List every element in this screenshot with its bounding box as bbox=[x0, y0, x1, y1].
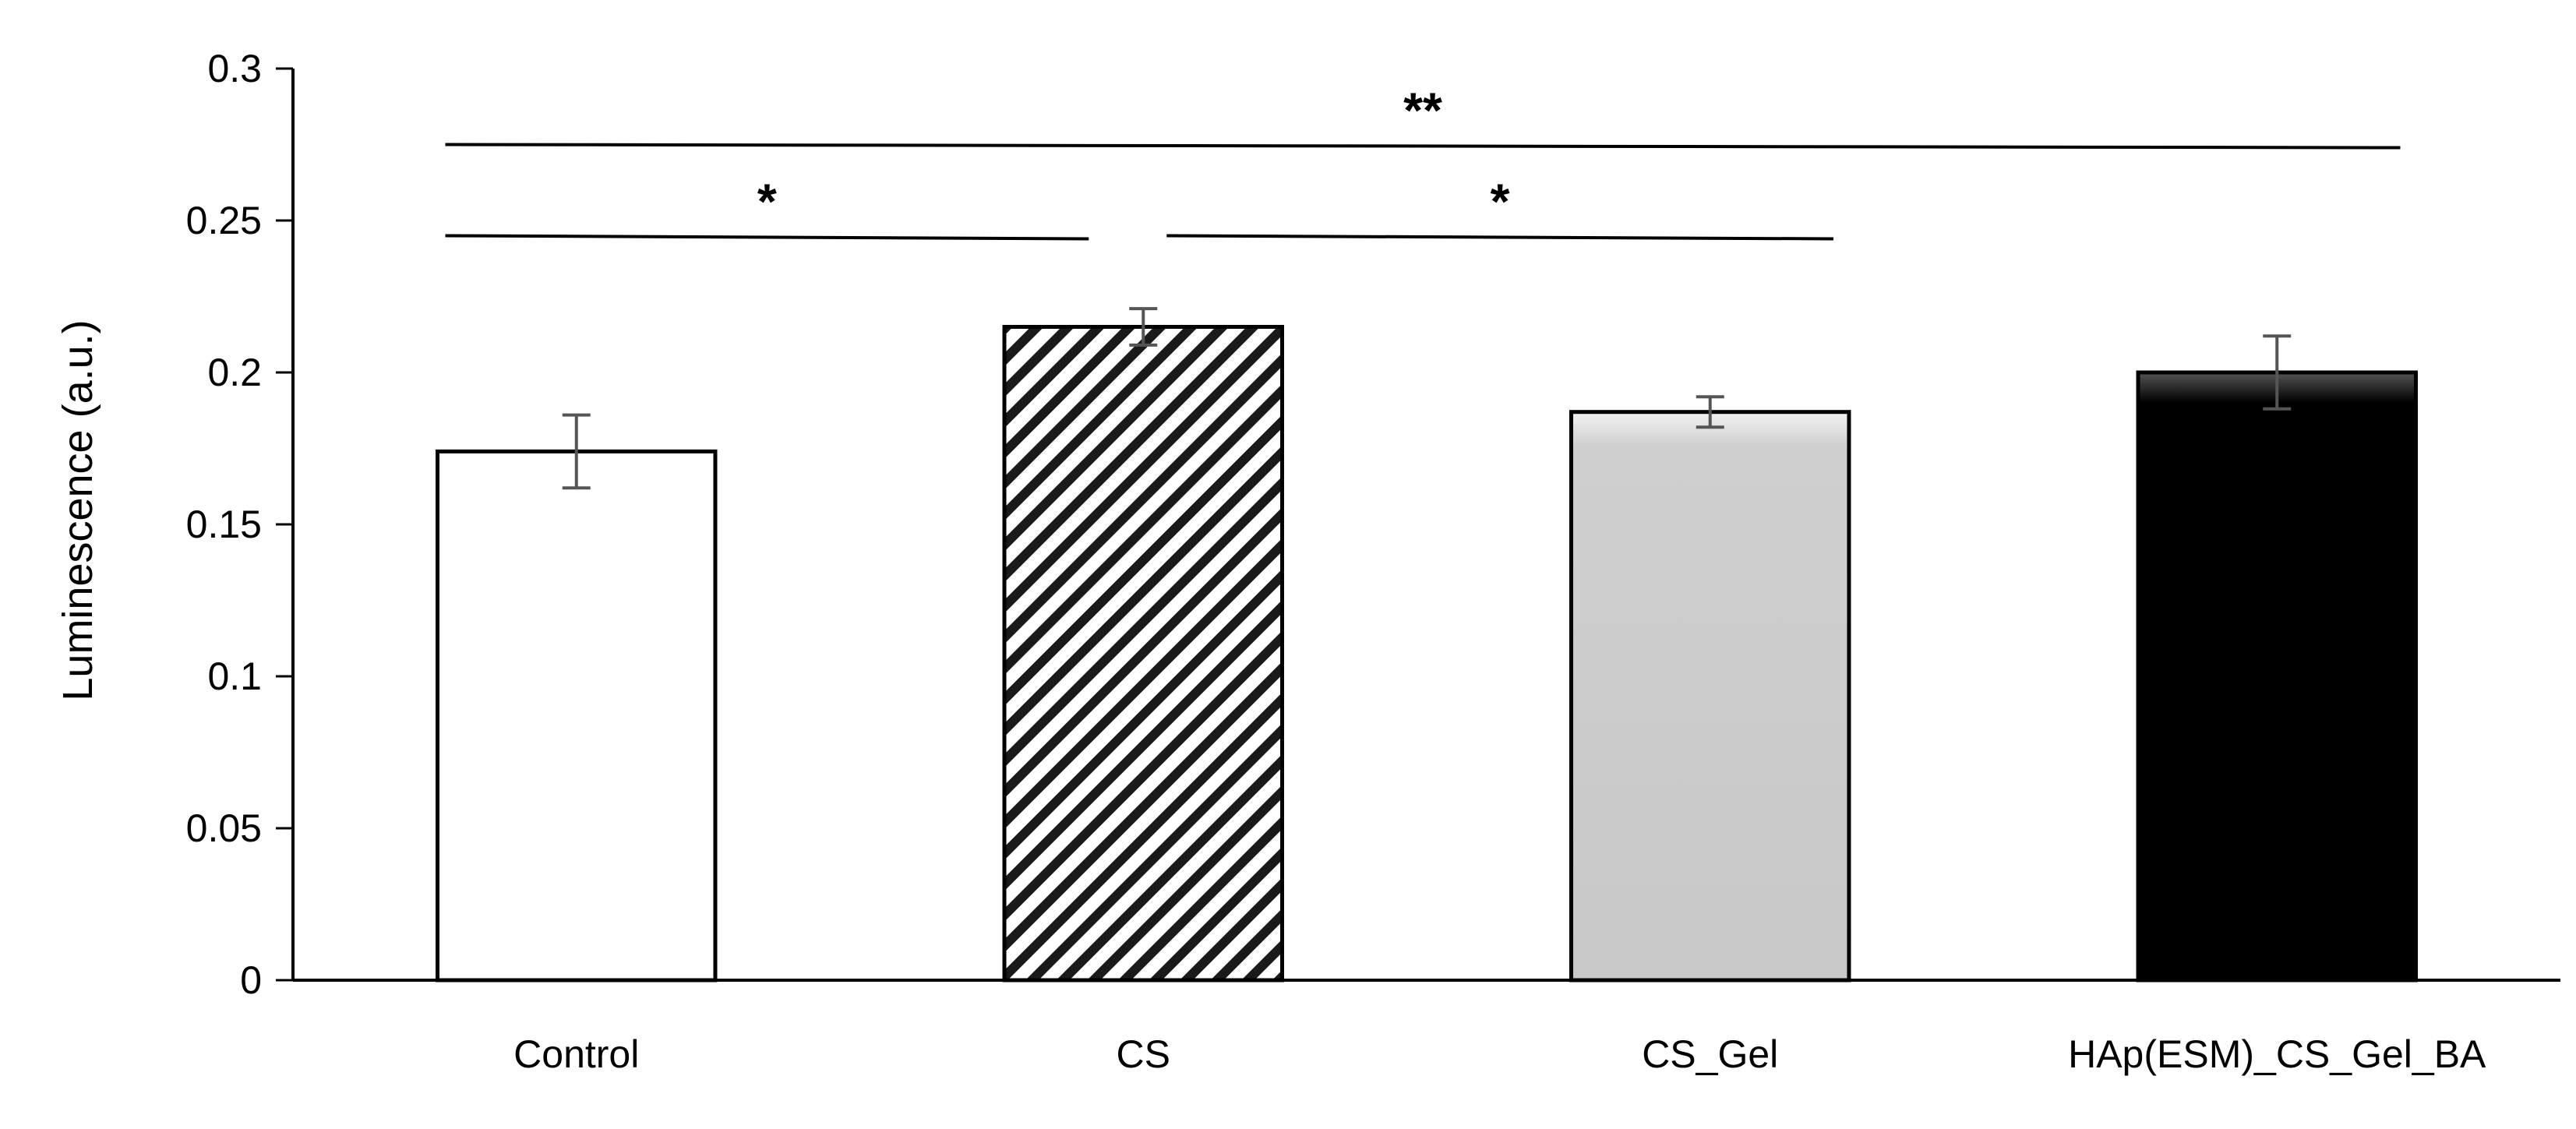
y-tick-label: 0.1 bbox=[207, 654, 262, 698]
significance-line bbox=[445, 234, 1089, 241]
x-tick-label: HAp(ESM)_CS_Gel_BA bbox=[2068, 1032, 2486, 1076]
x-tick-label: CS_Gel bbox=[1642, 1032, 1778, 1076]
error-bars bbox=[562, 307, 2292, 490]
y-axis-ticks: 0 0.05 0.1 0.15 0.2 0.25 0.3 bbox=[186, 47, 293, 1002]
significance-label: * bbox=[1491, 174, 1510, 230]
y-axis-label: Luminescence (a.u.) bbox=[55, 319, 101, 700]
y-tick-label: 0.2 bbox=[207, 351, 262, 394]
x-tick-label: Control bbox=[513, 1032, 639, 1076]
x-tick-label: CS bbox=[1117, 1032, 1170, 1076]
significance-label: ** bbox=[1403, 83, 1442, 139]
bar-cs-gel bbox=[1569, 410, 1851, 983]
bar-cs bbox=[1002, 325, 1284, 983]
y-tick-label: 0.05 bbox=[186, 806, 262, 850]
y-tick-label: 0.3 bbox=[207, 47, 262, 90]
y-tick-label: 0.15 bbox=[186, 503, 262, 546]
y-tick-label: 0.25 bbox=[186, 199, 262, 242]
bar-control bbox=[436, 449, 718, 983]
significance-line bbox=[445, 143, 2401, 150]
significance-annotations: * *** bbox=[445, 83, 2401, 241]
significance-label: * bbox=[757, 174, 777, 230]
x-axis-tick-labels: Control CS CS_Gel HAp(ESM)_CS_Gel_BA bbox=[513, 1032, 2486, 1076]
bar-hap-esm-cs-gel-ba bbox=[2136, 370, 2418, 983]
significance-line bbox=[1166, 234, 1833, 241]
bars bbox=[436, 325, 2418, 983]
y-tick-label: 0 bbox=[240, 958, 262, 1002]
